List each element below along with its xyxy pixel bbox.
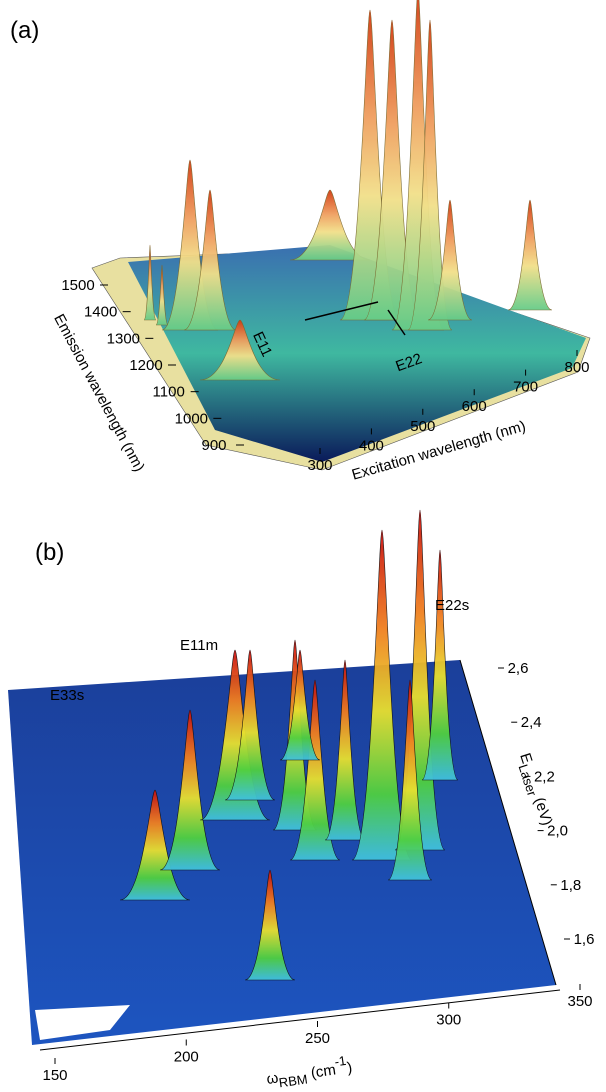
- blank-patch: [35, 1005, 130, 1040]
- x-tick-label: 150: [42, 1067, 67, 1084]
- arrow: [304, 301, 379, 321]
- y-tick-label: 1400: [84, 304, 117, 321]
- x-axis-label: ωRBM (cm-1): [264, 1052, 353, 1092]
- peak: [199, 319, 281, 381]
- y-tick-label: 2,0: [547, 823, 568, 840]
- label-part: RBM: [278, 1071, 309, 1090]
- x-tick-label: 300: [307, 457, 332, 474]
- y-axis: [459, 659, 557, 986]
- y-tick-label: 1500: [61, 277, 94, 294]
- peak: [351, 529, 413, 861]
- peak: [387, 679, 433, 881]
- x-tick-label: 700: [513, 379, 538, 396]
- peak: [507, 199, 553, 311]
- annotation: E22s: [435, 597, 469, 614]
- annotation: E11m: [180, 637, 218, 654]
- peak: [427, 199, 473, 321]
- label-part: E: [516, 751, 535, 766]
- panel-b: (b) E33s E11m E22s ωRBM (cm-1) ELaser (e…: [8, 509, 595, 1092]
- y-axis-label: ELaser (eV): [512, 751, 555, 829]
- y-tick-label: 1200: [129, 357, 162, 374]
- surface: [128, 245, 586, 462]
- x-tick-label: 300: [436, 1012, 461, 1029]
- x-tick-label: 800: [564, 359, 589, 376]
- peak: [224, 649, 276, 801]
- peak: [183, 189, 237, 331]
- peak: [421, 549, 459, 781]
- y-tick-label: 1100: [153, 384, 185, 401]
- panel-label: (a): [10, 17, 39, 44]
- y-tick-label: 1,8: [560, 877, 581, 894]
- label-part: ω: [265, 1069, 279, 1088]
- peak: [159, 709, 221, 871]
- label-part: ): [346, 1059, 353, 1077]
- y-tick-label: 2,4: [521, 714, 542, 731]
- annotation: E33s: [50, 687, 84, 704]
- y-tick-label: 900: [201, 437, 226, 454]
- x-tick-label: 250: [305, 1030, 330, 1047]
- panel-a: (a) E11 E22 Excitation wavelength (nm) E…: [10, 0, 591, 484]
- peak: [143, 244, 157, 321]
- x-axis: [39, 989, 561, 1051]
- x-tick-label: 500: [410, 418, 435, 435]
- y-tick-label: 1000: [175, 410, 208, 427]
- label-part: (cm: [306, 1061, 337, 1082]
- x-tick-label: 400: [359, 437, 384, 454]
- peak: [244, 869, 296, 981]
- label-part: -1: [334, 1053, 348, 1069]
- peak: [155, 264, 169, 326]
- surface: [8, 660, 556, 1045]
- peak: [279, 649, 321, 761]
- x-tick-label: 600: [462, 398, 487, 415]
- y-tick-label: 1,6: [574, 931, 595, 948]
- x-tick-label: 350: [567, 993, 592, 1010]
- x-tick-label: 200: [174, 1049, 199, 1066]
- arrow: [387, 309, 406, 336]
- panel-label: (b): [35, 539, 64, 566]
- peak: [324, 659, 366, 841]
- y-tick-label: 1300: [107, 330, 140, 347]
- peak: [119, 789, 191, 901]
- y-tick-label: 2,6: [508, 660, 529, 677]
- y-tick-label: 2,2: [534, 768, 555, 785]
- peak: [289, 679, 341, 861]
